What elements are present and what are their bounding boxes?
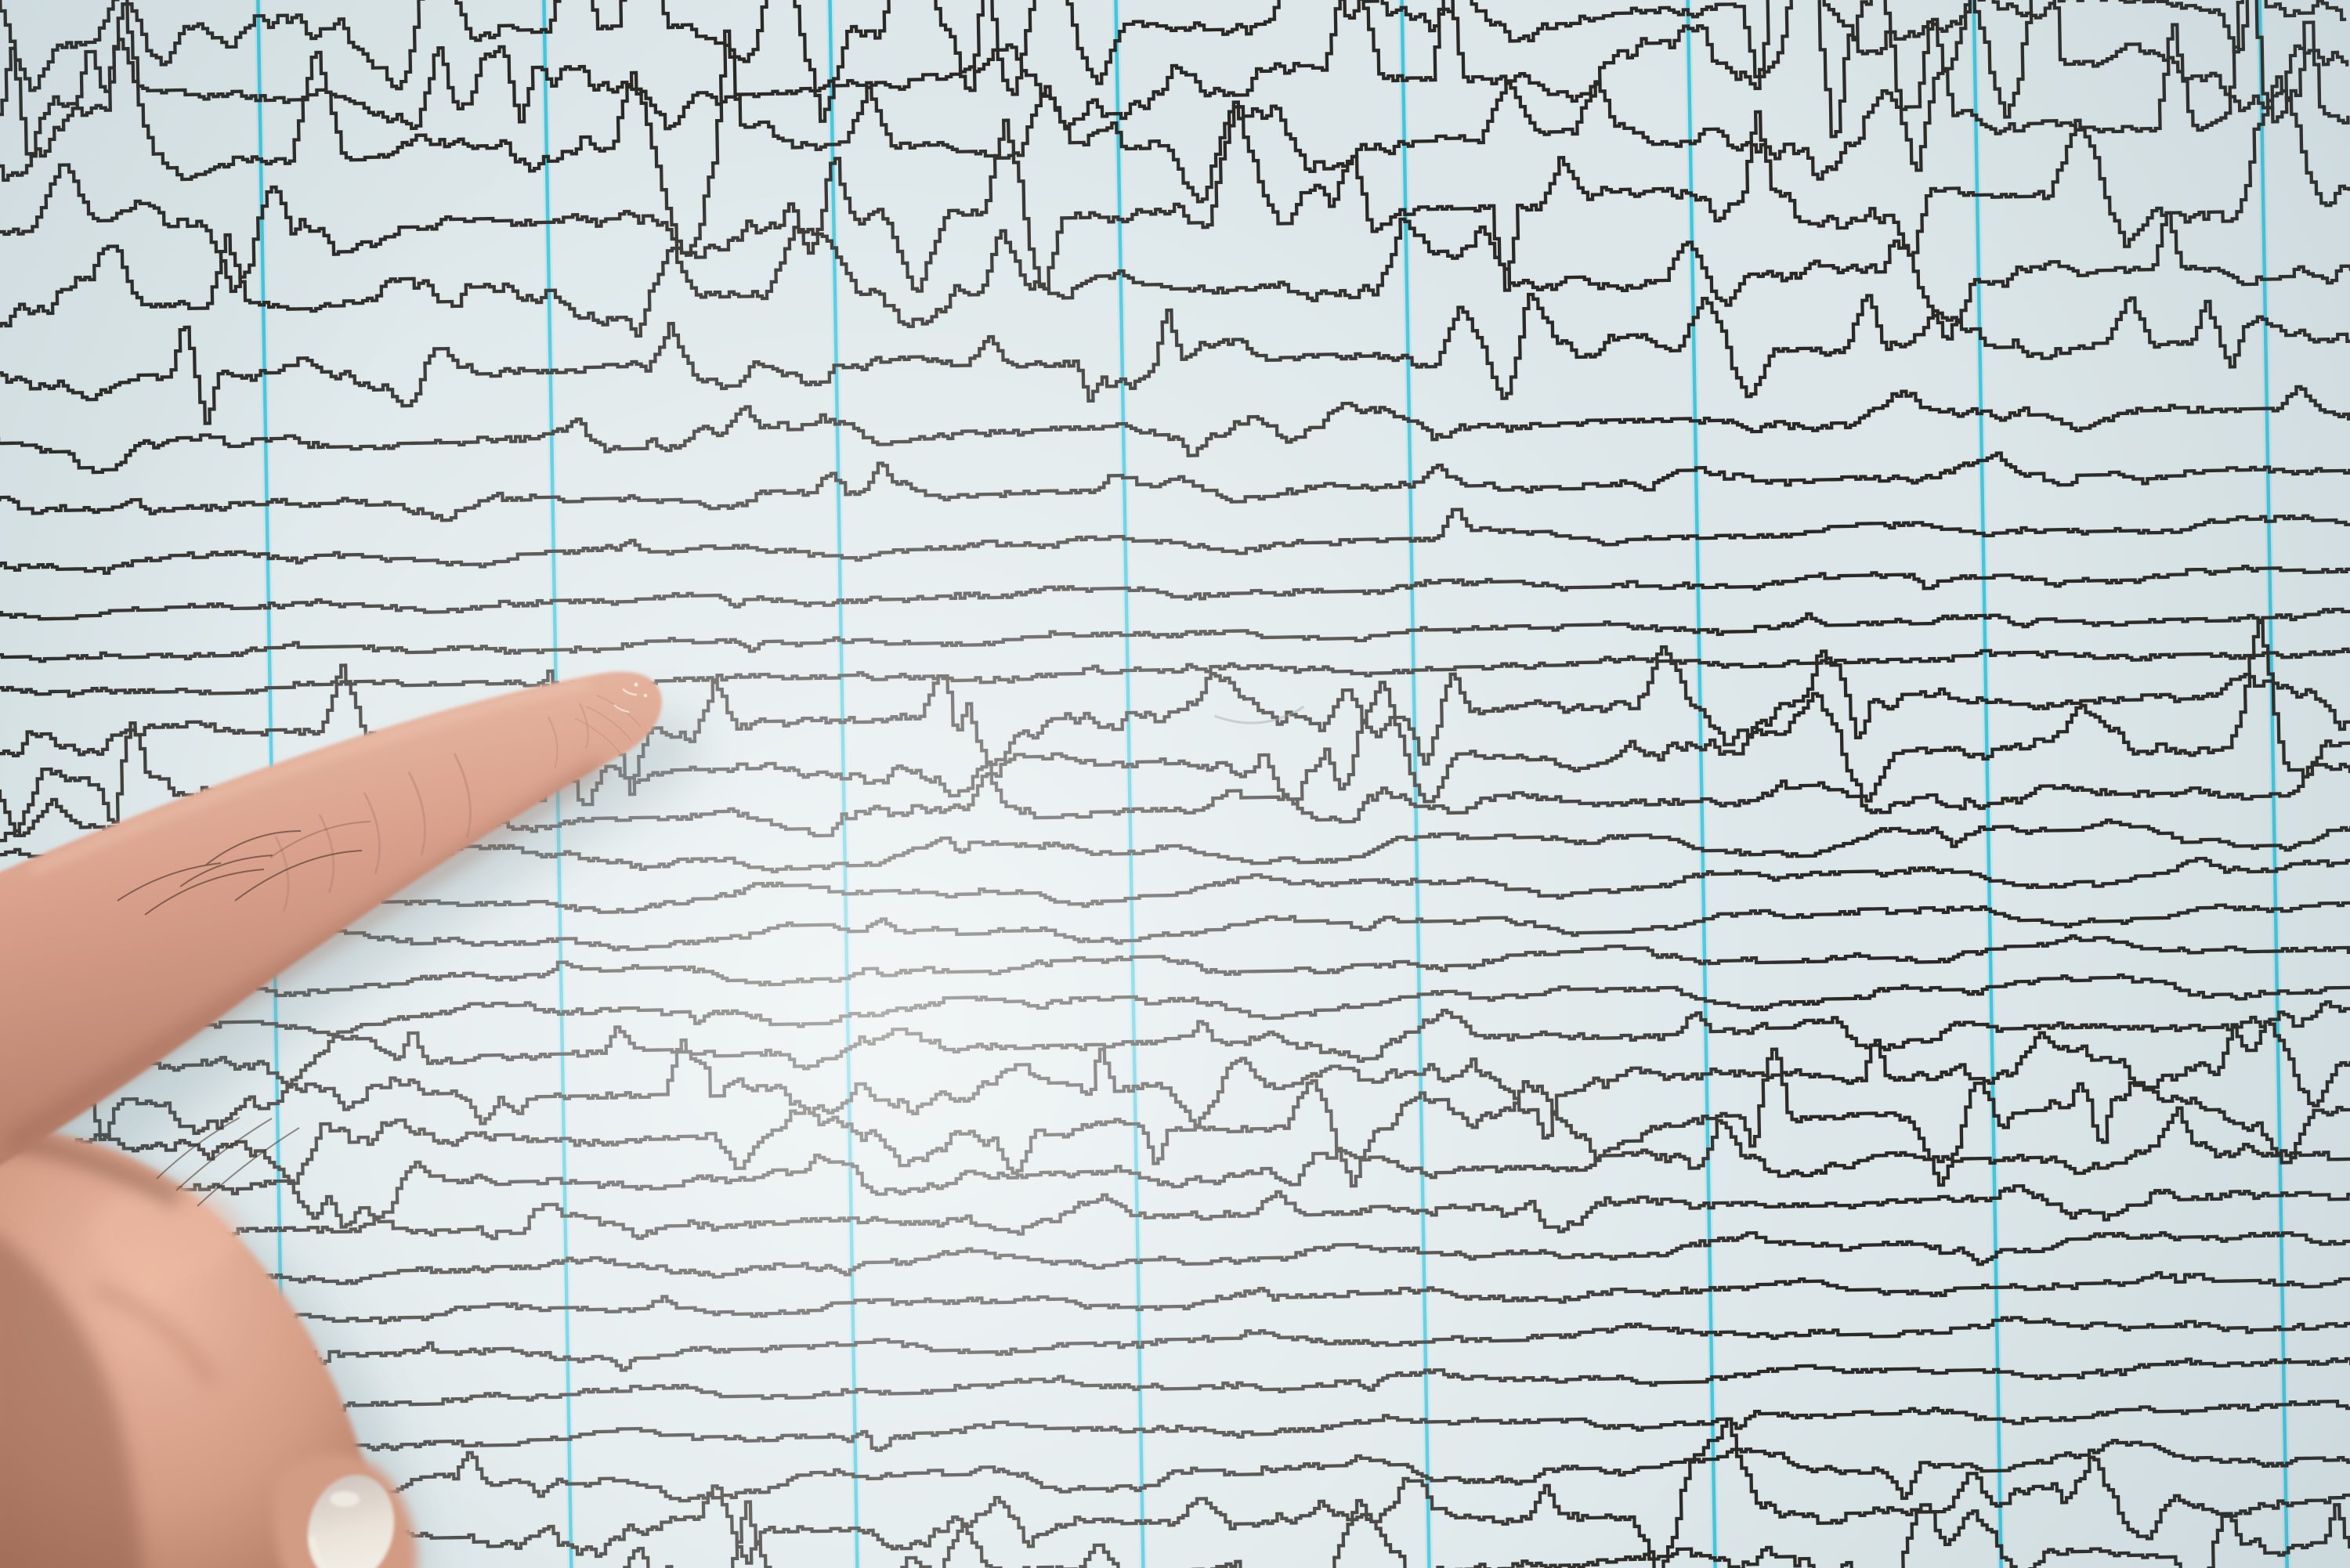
palm-corner-shading	[0, 1236, 143, 1568]
fingernail	[307, 1474, 395, 1568]
knuckle-hairs	[156, 1117, 300, 1207]
finger-top-highlight	[29, 679, 591, 875]
knuckle-crease	[92, 1282, 219, 1388]
pointing-hand	[0, 671, 662, 1568]
fingernail-rim-highlight	[309, 1536, 328, 1568]
finger-wrinkles	[274, 703, 589, 912]
index-finger	[0, 671, 662, 1207]
fingertip-with-nail	[273, 1454, 418, 1568]
fingernail-shine	[330, 1491, 360, 1507]
skin-flecks	[613, 682, 648, 714]
finger-underside-shadow	[3, 758, 607, 1153]
knuckle-highlight	[90, 1185, 239, 1282]
finger-hairs	[117, 821, 371, 916]
